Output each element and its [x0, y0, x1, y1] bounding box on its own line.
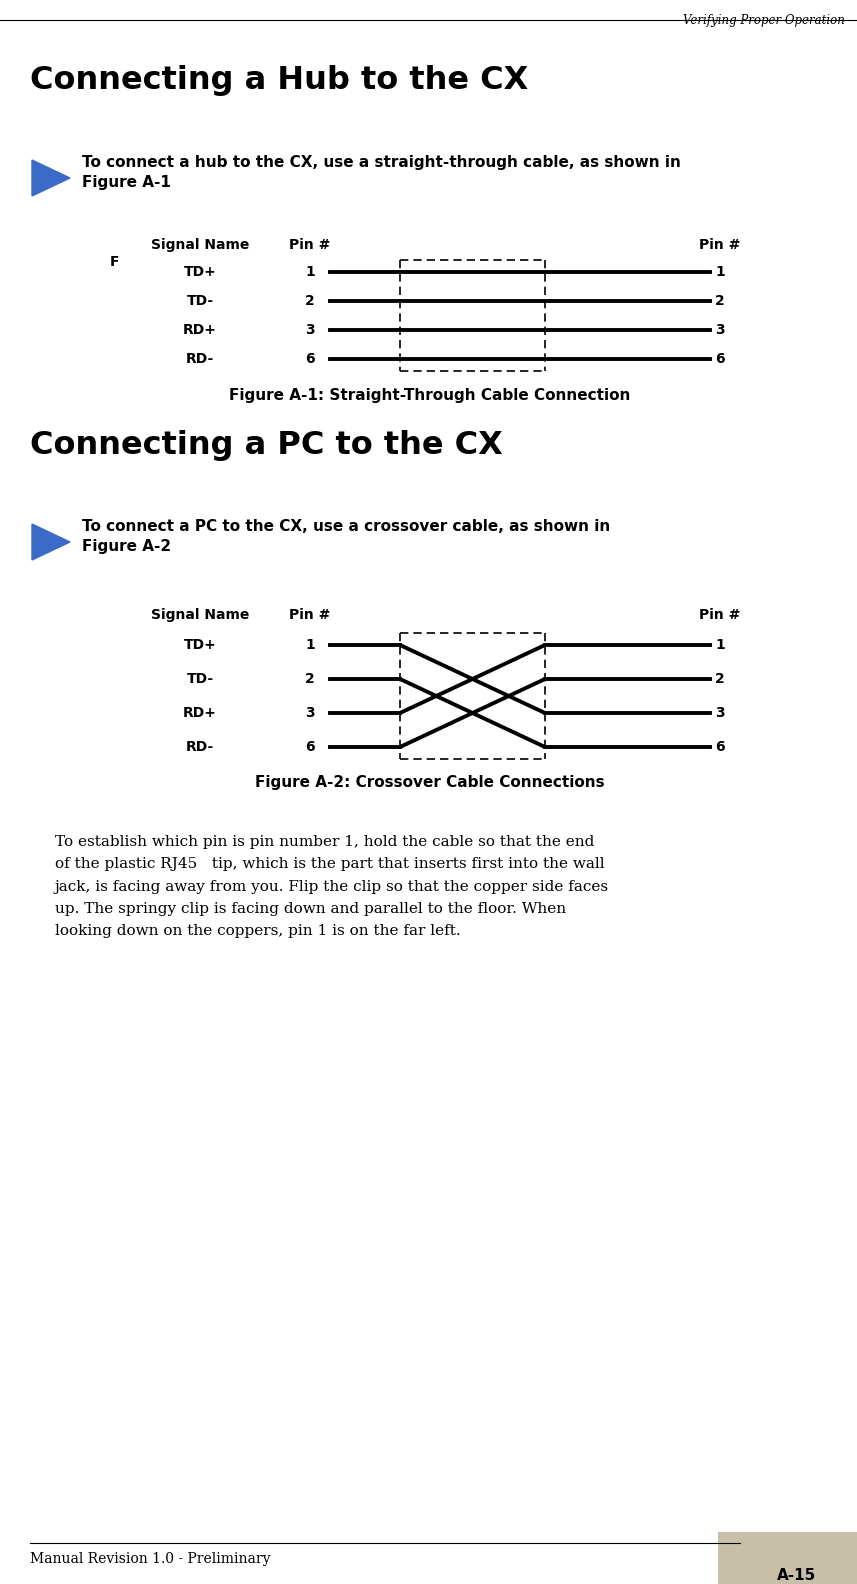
Text: TD+: TD+: [183, 638, 216, 653]
Bar: [718, 1532, 857, 1584]
Text: 2: 2: [305, 295, 315, 307]
Text: Verifying Proper Operation: Verifying Proper Operation: [683, 14, 845, 27]
Polygon shape: [32, 524, 70, 561]
Text: 6: 6: [716, 352, 725, 366]
Text: Pin #: Pin #: [699, 238, 740, 252]
Polygon shape: [32, 160, 70, 196]
Text: Signal Name: Signal Name: [151, 608, 249, 623]
Text: To establish which pin is pin number 1, hold the cable so that the end
of the pl: To establish which pin is pin number 1, …: [55, 835, 609, 938]
Text: 6: 6: [305, 740, 315, 754]
Text: Connecting a PC to the CX: Connecting a PC to the CX: [30, 429, 503, 461]
Text: TD-: TD-: [187, 295, 213, 307]
Text: Connecting a Hub to the CX: Connecting a Hub to the CX: [30, 65, 528, 97]
Text: RD+: RD+: [183, 706, 217, 721]
Text: 2: 2: [715, 672, 725, 686]
Text: 3: 3: [305, 323, 315, 337]
Text: 3: 3: [716, 706, 725, 721]
Text: A-15: A-15: [777, 1568, 817, 1582]
Text: 3: 3: [305, 706, 315, 721]
Text: 1: 1: [305, 265, 315, 279]
Text: TD-: TD-: [187, 672, 213, 686]
Text: Pin #: Pin #: [290, 238, 331, 252]
Text: Pin #: Pin #: [699, 608, 740, 623]
Text: RD+: RD+: [183, 323, 217, 337]
Text: 1: 1: [305, 638, 315, 653]
Text: 6: 6: [305, 352, 315, 366]
Text: TD+: TD+: [183, 265, 216, 279]
Text: 3: 3: [716, 323, 725, 337]
Text: Signal Name: Signal Name: [151, 238, 249, 252]
Text: F: F: [110, 255, 119, 269]
Text: RD-: RD-: [186, 352, 214, 366]
Text: Figure A-1: Straight-Through Cable Connection: Figure A-1: Straight-Through Cable Conne…: [230, 388, 631, 402]
Text: 2: 2: [305, 672, 315, 686]
Text: 1: 1: [715, 638, 725, 653]
Text: 1: 1: [715, 265, 725, 279]
Text: Pin #: Pin #: [290, 608, 331, 623]
Text: 6: 6: [716, 740, 725, 754]
Text: Manual Revision 1.0 - Preliminary: Manual Revision 1.0 - Preliminary: [30, 1552, 271, 1567]
Text: Figure A-2: Crossover Cable Connections: Figure A-2: Crossover Cable Connections: [255, 775, 605, 790]
Text: 2: 2: [715, 295, 725, 307]
Text: RD-: RD-: [186, 740, 214, 754]
Text: To connect a PC to the CX, use a crossover cable, as shown in
Figure A-2: To connect a PC to the CX, use a crossov…: [82, 520, 610, 554]
Text: To connect a hub to the CX, use a straight-through cable, as shown in
Figure A-1: To connect a hub to the CX, use a straig…: [82, 155, 680, 190]
